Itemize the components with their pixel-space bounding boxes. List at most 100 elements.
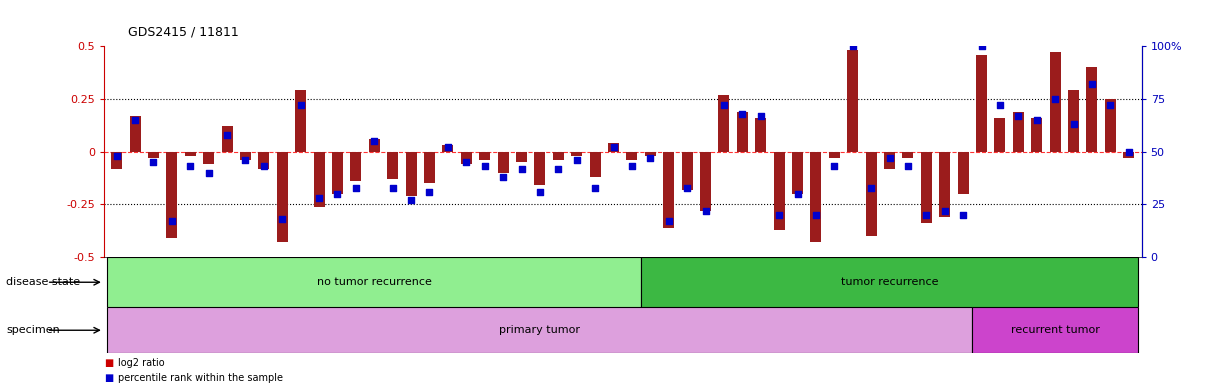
- Bar: [994, 118, 1005, 152]
- Point: [954, 212, 973, 218]
- Bar: [314, 152, 325, 207]
- Bar: [350, 152, 361, 181]
- Bar: [1013, 111, 1024, 152]
- Bar: [736, 111, 747, 152]
- Point: [438, 144, 458, 151]
- Point: [1045, 96, 1065, 102]
- Bar: [957, 152, 968, 194]
- Point: [1027, 117, 1046, 123]
- Point: [806, 212, 825, 218]
- Point: [457, 159, 476, 165]
- Point: [623, 164, 642, 170]
- Bar: [516, 152, 527, 162]
- Point: [291, 102, 310, 108]
- Point: [769, 212, 789, 218]
- Bar: [847, 50, 858, 152]
- Bar: [866, 152, 877, 236]
- Point: [402, 197, 421, 204]
- Point: [475, 164, 495, 170]
- Bar: [608, 143, 619, 152]
- Point: [420, 189, 440, 195]
- Bar: [479, 152, 490, 160]
- Bar: [460, 152, 471, 164]
- Bar: [277, 152, 288, 243]
- Bar: [184, 152, 195, 156]
- Point: [548, 166, 568, 172]
- Bar: [641, 257, 1138, 307]
- Bar: [295, 90, 306, 152]
- Bar: [107, 257, 641, 307]
- Point: [880, 155, 900, 161]
- Bar: [1068, 90, 1079, 152]
- Text: ■: ■: [104, 358, 114, 368]
- Bar: [590, 152, 601, 177]
- Bar: [792, 152, 803, 194]
- Bar: [700, 152, 711, 211]
- Point: [972, 43, 991, 49]
- Point: [1009, 113, 1028, 119]
- Text: disease state: disease state: [6, 277, 81, 287]
- Point: [899, 164, 918, 170]
- Point: [272, 216, 292, 222]
- Text: no tumor recurrence: no tumor recurrence: [317, 277, 432, 287]
- Point: [824, 164, 844, 170]
- Bar: [681, 152, 692, 190]
- Point: [714, 102, 734, 108]
- Point: [751, 113, 770, 119]
- Bar: [107, 307, 972, 353]
- Bar: [203, 152, 214, 164]
- Point: [788, 191, 807, 197]
- Text: recurrent tumor: recurrent tumor: [1011, 325, 1100, 335]
- Point: [512, 166, 531, 172]
- Bar: [405, 152, 416, 196]
- Point: [1063, 121, 1083, 127]
- Text: tumor recurrence: tumor recurrence: [841, 277, 938, 287]
- Bar: [645, 152, 656, 156]
- Bar: [387, 152, 398, 179]
- Bar: [332, 152, 343, 194]
- Bar: [718, 94, 729, 152]
- Bar: [939, 152, 950, 217]
- Text: GDS2415 / 11811: GDS2415 / 11811: [128, 25, 239, 38]
- Point: [181, 164, 200, 170]
- Point: [1100, 102, 1120, 108]
- Bar: [129, 116, 140, 152]
- Point: [199, 170, 219, 176]
- Point: [107, 153, 127, 159]
- Bar: [829, 152, 840, 158]
- Bar: [535, 152, 546, 185]
- Text: primary tumor: primary tumor: [499, 325, 580, 335]
- Point: [659, 218, 679, 224]
- Point: [144, 159, 164, 165]
- Bar: [166, 152, 177, 238]
- Point: [842, 43, 862, 49]
- Point: [733, 111, 752, 117]
- Point: [603, 144, 623, 151]
- Point: [383, 184, 403, 190]
- Bar: [1105, 99, 1116, 152]
- Bar: [972, 307, 1138, 353]
- Bar: [1087, 67, 1098, 152]
- Bar: [553, 152, 564, 160]
- Bar: [1032, 118, 1043, 152]
- Point: [346, 184, 365, 190]
- Point: [585, 184, 604, 190]
- Bar: [811, 152, 822, 243]
- Bar: [921, 152, 932, 223]
- Point: [254, 164, 274, 170]
- Point: [530, 189, 549, 195]
- Point: [1082, 81, 1101, 87]
- Bar: [369, 139, 380, 152]
- Point: [162, 218, 182, 224]
- Bar: [1123, 152, 1134, 158]
- Bar: [111, 152, 122, 169]
- Bar: [148, 152, 159, 158]
- Point: [641, 155, 661, 161]
- Bar: [902, 152, 913, 158]
- Bar: [976, 55, 987, 152]
- Bar: [884, 152, 895, 169]
- Bar: [571, 152, 582, 156]
- Point: [678, 184, 697, 190]
- Bar: [1050, 52, 1061, 152]
- Point: [309, 195, 328, 201]
